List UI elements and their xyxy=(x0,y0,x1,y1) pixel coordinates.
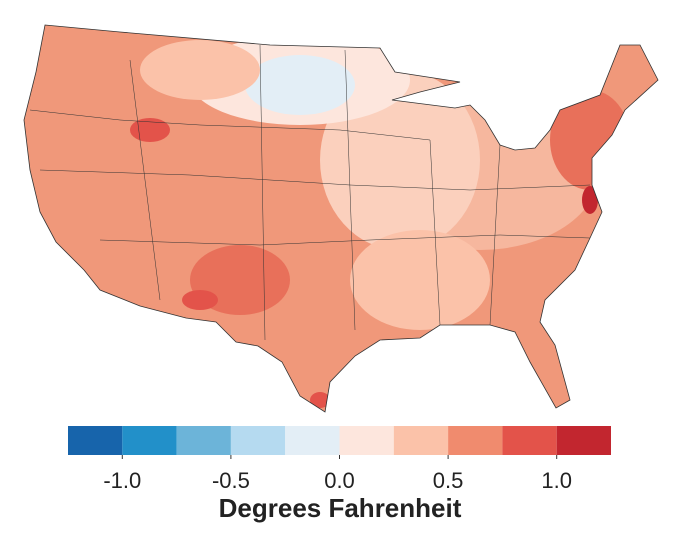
legend-title: Degrees Fahrenheit xyxy=(219,493,462,523)
temperature-map xyxy=(24,25,658,412)
legend-swatch xyxy=(68,426,123,455)
legend-swatch xyxy=(339,426,394,455)
legend-swatch xyxy=(122,426,177,455)
legend-swatch xyxy=(393,426,449,455)
legend-tick-label: 0.0 xyxy=(324,468,355,493)
state-borders xyxy=(29,44,591,341)
us-outline xyxy=(23,24,659,413)
legend-tick-label: -1.0 xyxy=(103,468,141,493)
legend-swatch xyxy=(502,426,557,455)
legend-swatch xyxy=(285,426,340,455)
legend-tick-label: -0.5 xyxy=(212,468,250,493)
legend-swatch xyxy=(448,426,503,455)
legend-tick-label: 0.5 xyxy=(433,468,464,493)
legend-swatch xyxy=(176,426,231,455)
legend-tick-label: 1.0 xyxy=(541,468,572,493)
legend-swatch xyxy=(556,426,611,455)
color-legend: -1.0 -0.5 0.0 0.5 1.0 xyxy=(68,426,611,493)
legend-swatch xyxy=(230,426,286,455)
